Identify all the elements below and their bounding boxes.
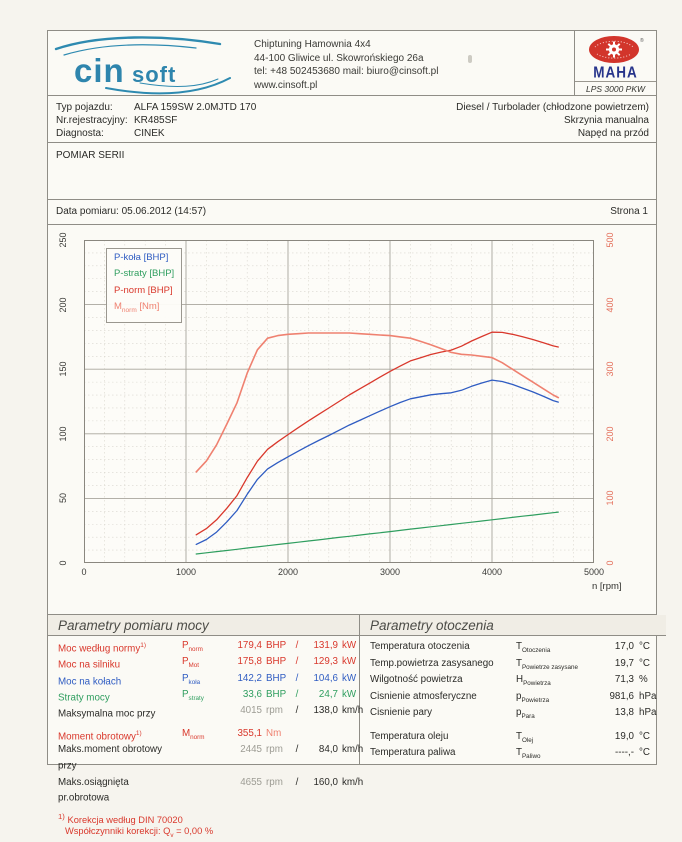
curve-P-straty--BHP- bbox=[195, 511, 559, 555]
axis-tick-label: 1000 bbox=[175, 567, 197, 577]
company-address-block: Chiptuning Hamownia 4x4 44-100 Gliwice u… bbox=[240, 31, 574, 95]
x-axis-label: n [rpm] bbox=[592, 581, 622, 592]
axis-tick-label: 3000 bbox=[379, 567, 401, 577]
company-line: tel: +48 502453680 mail: biuro@cinsoft.p… bbox=[254, 66, 439, 77]
table-row: Temp.powietrza zasysanego TPowietrze zas… bbox=[370, 657, 650, 671]
axis-tick-label: 0 bbox=[81, 567, 87, 577]
report-sheet: cin soft Chiptuning Hamownia 4x4 44-100 … bbox=[47, 30, 666, 839]
table-row: Straty mocy Pstraty 33,6 BHP / 24,7 kW bbox=[58, 689, 357, 704]
vehicle-value: ALFA 159SW 2.0MJTD 170 bbox=[134, 102, 257, 113]
correction-footnote: 1) Korekcja według DIN 70020 Współczynni… bbox=[58, 811, 214, 840]
svg-text:soft: soft bbox=[132, 62, 176, 87]
chart-legend: P-koła [BHP] P-straty [BHP] P-norm [BHP]… bbox=[106, 248, 183, 323]
environment-parameters-table: Parametry otoczenia Temperatura otoczeni… bbox=[360, 615, 666, 764]
dyno-chart-plot: P-koła [BHP] P-straty [BHP] P-norm [BHP]… bbox=[58, 232, 622, 592]
table-row: Moc na kołach Pkoła 142,2 BHP / 104,6 kW bbox=[58, 672, 357, 687]
date-row: Data pomiaru: 05.06.2012 (14:57) Strona … bbox=[47, 200, 657, 225]
axis-tick-label: 100 bbox=[58, 426, 68, 442]
company-line: www.cinsoft.pl bbox=[254, 79, 318, 91]
company-line: Chiptuning Hamownia 4x4 bbox=[254, 39, 371, 50]
curve-M-norm--Nm- bbox=[195, 332, 560, 473]
gearbox-label: Skrzynia manualna bbox=[563, 115, 649, 126]
series-label: POMIAR SERII bbox=[56, 150, 125, 161]
table-row: Wilgotność powietrza HPowietrza 71,3 % bbox=[370, 674, 648, 688]
curve-P-kola--BHP- bbox=[195, 379, 559, 546]
axis-tick-label: 5000 bbox=[583, 567, 605, 577]
axis-tick-label: 4000 bbox=[481, 567, 503, 577]
curve-P-norm--BHP- bbox=[195, 331, 559, 536]
engine-type-label: Diesel / Turbolader (chłodzone powietrze… bbox=[456, 102, 649, 113]
table-row: Temperatura otoczenia TOtoczenia 17,0 °C bbox=[370, 641, 650, 654]
maha-logo: ® MAHA LPS 3000 PKW bbox=[574, 31, 656, 95]
table-row: Maksymalna moc przy 4015 rpm / 138,0 km/… bbox=[58, 705, 364, 720]
cinsoft-logo-graphic: cin soft bbox=[54, 36, 231, 95]
vehicle-info-section: Typ pojazdu: ALFA 159SW 2.0MJTD 170 Nr.r… bbox=[47, 96, 657, 143]
table-row: Temperatura paliwa TPaliwo ----,- °C bbox=[370, 747, 650, 761]
maha-emblem-icon: ® bbox=[588, 36, 644, 63]
axis-tick-label: 400 bbox=[605, 297, 615, 313]
axis-tick-label: 100 bbox=[605, 490, 615, 506]
results-tables-section: Parametry pomiaru mocy Moc według normy1… bbox=[47, 615, 666, 839]
vehicle-label: Diagnosta: bbox=[56, 128, 104, 139]
drive-label: Napęd na przód bbox=[577, 128, 649, 139]
table-row: Cisnienie atmosferyczne pPowietrza 981,6… bbox=[370, 690, 657, 704]
axis-tick-label: 2000 bbox=[277, 567, 299, 577]
dyno-chart-canvas bbox=[84, 240, 594, 563]
maha-wordmark: MAHA bbox=[593, 63, 638, 82]
table-row: Temperatura oleju TOlej 19,0 °C bbox=[370, 730, 650, 744]
table-row: Maks.osiągnięta pr.obrotowa 4655 rpm / 1… bbox=[58, 776, 364, 804]
vehicle-row: Diagnosta: CINEK bbox=[56, 127, 401, 140]
axis-tick-label: 300 bbox=[605, 361, 615, 377]
legend-item-p-straty: P-straty [BHP] bbox=[114, 268, 175, 280]
measurement-series-section: POMIAR SERII bbox=[47, 143, 657, 200]
page-number-label: Strona 1 bbox=[610, 206, 648, 217]
axis-tick-label: 500 bbox=[605, 232, 615, 248]
vehicle-row: Typ pojazdu: ALFA 159SW 2.0MJTD 170 bbox=[56, 101, 401, 114]
table-row: Cisnienie pary pPara 13,8 hPa bbox=[370, 707, 657, 721]
axis-tick-label: 50 bbox=[58, 493, 68, 504]
table-row: Moc na silniku PMot 175,8 BHP / 129,3 kW bbox=[58, 656, 357, 671]
axis-tick-label: 200 bbox=[58, 297, 68, 313]
vehicle-label: Nr.rejestracyjny: bbox=[56, 115, 128, 126]
table-row: Moc według normy1) Pnorm 179,4 BHP / 131… bbox=[58, 640, 357, 655]
measurement-date-label: Data pomiaru: 05.06.2012 (14:57) bbox=[56, 206, 207, 217]
legend-item-p-norm: P-norm [BHP] bbox=[114, 284, 173, 296]
power-table-title: Parametry pomiaru mocy bbox=[48, 615, 359, 636]
svg-text:®: ® bbox=[640, 37, 644, 44]
axis-tick-label: 200 bbox=[605, 426, 615, 442]
report-header: cin soft Chiptuning Hamownia 4x4 44-100 … bbox=[47, 30, 657, 96]
axis-tick-label: 150 bbox=[58, 361, 68, 377]
axis-tick-label: 0 bbox=[58, 560, 68, 566]
axis-tick-label: 0 bbox=[605, 560, 615, 566]
dyno-chart-section: P-koła [BHP] P-straty [BHP] P-norm [BHP]… bbox=[47, 225, 657, 615]
cinsoft-logo: cin soft bbox=[48, 31, 240, 95]
power-parameters-table: Parametry pomiaru mocy Moc według normy1… bbox=[48, 615, 364, 839]
axis-tick-label: 250 bbox=[58, 232, 68, 248]
vehicle-value: KR485SF bbox=[134, 115, 178, 126]
vehicle-row: Nr.rejestracyjny: KR485SF bbox=[56, 114, 401, 127]
svg-text:cin: cin bbox=[74, 52, 125, 89]
legend-item-m-norm: Mnorm [Nm] bbox=[114, 301, 160, 315]
vehicle-info-right: Diesel / Turbolader (chłodzone powietrze… bbox=[401, 101, 656, 142]
env-table-title: Parametry otoczenia bbox=[360, 615, 666, 636]
vehicle-label: Typ pojazdu: bbox=[56, 102, 113, 113]
dyno-report-page: { "colors": { "wheel_power_blue": "#2f5c… bbox=[47, 30, 666, 840]
device-model-label: LPS 3000 PKW bbox=[575, 81, 656, 94]
vehicle-value: CINEK bbox=[134, 128, 165, 139]
legend-item-p-kola: P-koła [BHP] bbox=[114, 252, 169, 263]
table-row: Maks.moment obrotowy przy 2445 rpm / 84,… bbox=[58, 744, 364, 772]
vehicle-info-left: Typ pojazdu: ALFA 159SW 2.0MJTD 170 Nr.r… bbox=[48, 101, 401, 142]
table-row: Moment obrotowy1) Mnorm 355,1 Nm bbox=[58, 728, 282, 743]
company-line: 44-100 Gliwice ul. Skowrońskiego 26a bbox=[254, 52, 424, 64]
scan-artifact bbox=[468, 55, 472, 63]
